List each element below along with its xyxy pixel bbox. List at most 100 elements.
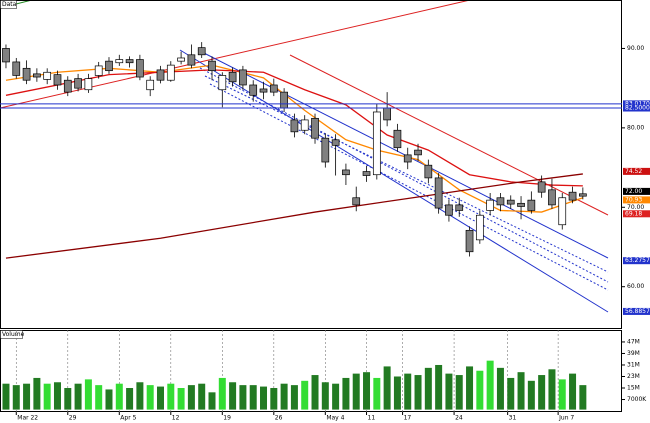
moving-average (5, 173, 583, 259)
candle-body (136, 59, 144, 78)
candle-body (548, 189, 556, 206)
volume-bar (393, 376, 401, 410)
candle-body (300, 119, 309, 131)
volume-label-box (0, 330, 23, 339)
candle-body (187, 54, 196, 66)
price-label: 69.18 (625, 210, 642, 217)
volume-bar (404, 373, 412, 410)
candle-body (22, 67, 31, 81)
candle-body (146, 79, 155, 91)
volume-bar (569, 373, 577, 410)
candle-body (94, 65, 103, 76)
price-label: 70.93 (625, 196, 642, 203)
candle-body (33, 73, 41, 78)
x-tick-label: May 4 (326, 415, 344, 422)
volume-bar (342, 377, 350, 410)
volume-tick-label: 31M (627, 361, 640, 368)
volume-bar (579, 385, 587, 410)
price-label-box (623, 257, 650, 265)
channel-line (197, 49, 609, 259)
volume-bar (115, 383, 123, 410)
candle-body (125, 59, 134, 64)
candle-body (558, 197, 567, 226)
price-label: 63.2757 (625, 257, 650, 264)
candle-body (105, 60, 113, 72)
volume-bar (33, 377, 41, 410)
x-tick-label: 11 (368, 415, 376, 422)
volume-bar (260, 386, 268, 410)
candle-body (2, 48, 10, 63)
candle-body (208, 60, 216, 72)
volume-bar (466, 366, 474, 410)
candle-body (414, 149, 422, 156)
candle-body (249, 84, 258, 96)
x-tick-label: 24 (455, 415, 463, 422)
volume-bar (218, 377, 226, 410)
panel-label-box (0, 0, 17, 9)
candle-body (352, 197, 361, 206)
price-label: 82.5000 (625, 105, 650, 112)
volume-bar (156, 386, 164, 410)
volume-bar (424, 367, 432, 410)
volume-bar (280, 383, 288, 410)
candle-body (63, 79, 72, 93)
volume-bar (64, 388, 72, 410)
volume-bar (53, 382, 61, 410)
candle-body (362, 171, 371, 176)
volume-bar (548, 369, 556, 410)
price-label-box (623, 210, 650, 218)
candle-body (434, 177, 443, 209)
x-tick-label: Mar 22 (17, 415, 38, 422)
price-label-box (623, 187, 650, 195)
candle-body (579, 193, 587, 197)
price-label: 83.0170 (625, 100, 650, 107)
volume-bar (435, 364, 443, 410)
volume-bar (136, 382, 144, 410)
candle-body (403, 154, 412, 163)
volume-bar (229, 382, 237, 410)
volume-bar (177, 388, 185, 410)
volume-bar (301, 380, 309, 410)
volume-bar (146, 385, 154, 410)
x-tick-label: Jun 7 (558, 415, 574, 422)
candle-body (269, 84, 278, 93)
x-tick-label: 12 (172, 415, 180, 422)
candle-body (280, 91, 288, 109)
candle-body (177, 57, 185, 62)
candle-body (506, 199, 515, 205)
volume-bar (486, 360, 494, 410)
y-tick-label: 80.00 (627, 124, 644, 131)
volume-bar (187, 385, 195, 410)
candle-body (74, 78, 82, 89)
volume-bar (84, 379, 92, 410)
candle-body (496, 197, 505, 206)
x-tick-label: Apr 5 (120, 415, 136, 422)
volume-bar (2, 383, 10, 410)
volume-tick-label: 39M (627, 350, 640, 357)
candle-body (383, 107, 391, 121)
volume-bar (208, 392, 216, 410)
price-label-box (623, 307, 650, 315)
price-label-box (623, 167, 650, 175)
x-tick-label: 17 (404, 415, 412, 422)
volume-bar (198, 383, 206, 410)
volume-tick-label: 23M (627, 373, 640, 380)
candle-body (115, 59, 124, 64)
panel-label: Data (2, 1, 17, 8)
volume-label: Volume (2, 331, 25, 338)
volume-tick-label: 15M (627, 385, 640, 392)
volume-bar (74, 383, 82, 410)
price-label-box (623, 104, 650, 112)
candle-body (393, 129, 402, 149)
price-label-box (623, 196, 650, 204)
candle-body (475, 214, 484, 241)
candle-body (331, 139, 340, 146)
volume-bar (239, 385, 247, 410)
x-tick-label: 29 (69, 415, 77, 422)
price-label-box (623, 100, 650, 108)
trend-line (289, 54, 609, 216)
candle-body (527, 199, 536, 211)
volume-bar (383, 366, 391, 410)
candle-body (228, 71, 237, 83)
candle-body (166, 64, 175, 81)
